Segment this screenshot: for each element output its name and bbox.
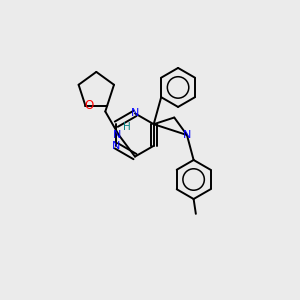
Text: H: H: [123, 122, 131, 133]
Text: N: N: [112, 141, 121, 151]
Text: N: N: [112, 130, 121, 140]
Text: N: N: [131, 108, 139, 118]
Text: O: O: [85, 99, 94, 112]
Text: N: N: [183, 130, 191, 140]
